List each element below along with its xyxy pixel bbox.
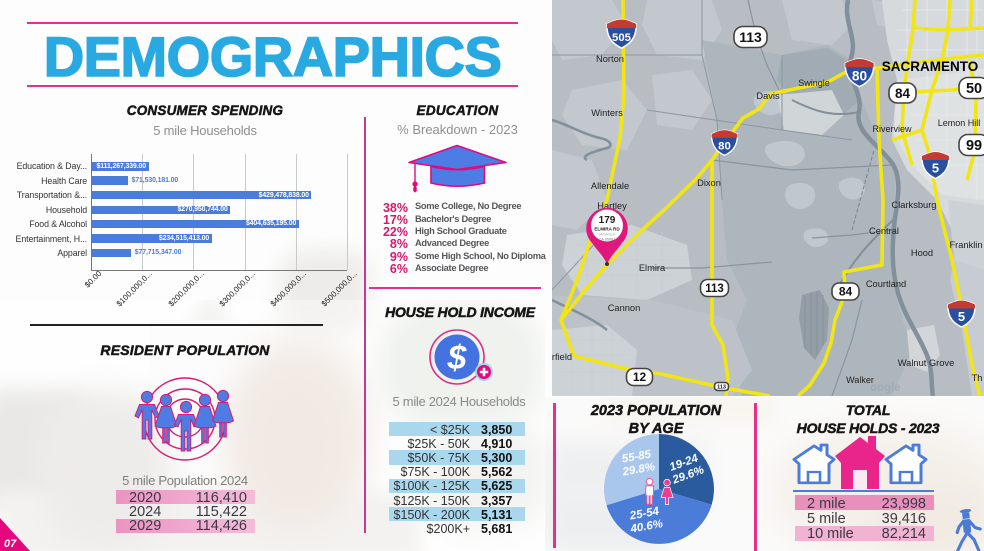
svg-text:80: 80 (718, 140, 731, 152)
svg-text:29.8%: 29.8% (621, 461, 656, 479)
svg-text:$: $ (447, 339, 468, 377)
svg-text:113: 113 (717, 385, 726, 391)
svg-text:Hartley: Hartley (597, 201, 627, 211)
svg-text:99: 99 (966, 138, 982, 154)
svg-text:Courtland: Courtland (866, 279, 906, 289)
svg-text:5: 5 (958, 309, 965, 324)
svg-text:113: 113 (705, 283, 724, 295)
svg-text:Walker: Walker (846, 375, 874, 385)
svg-text:Allendale: Allendale (591, 181, 629, 191)
svg-text:50: 50 (966, 81, 982, 97)
svg-text:80: 80 (852, 69, 868, 84)
svg-text:505: 505 (612, 32, 631, 44)
svg-text:Lemon Hill: Lemon Hill (938, 118, 981, 128)
svg-text:Winters: Winters (591, 108, 623, 118)
svg-text:40.6%: 40.6% (629, 518, 664, 536)
svg-text:55-85: 55-85 (621, 448, 653, 465)
svg-text:12: 12 (633, 370, 647, 384)
svg-text:oogle: oogle (870, 382, 901, 394)
svg-text:84: 84 (839, 285, 853, 299)
svg-text:84: 84 (895, 86, 911, 101)
svg-text:Hood: Hood (911, 248, 933, 258)
svg-text:Th: Th (972, 373, 983, 383)
svg-text:Norton: Norton (596, 54, 624, 64)
svg-text:5: 5 (932, 161, 939, 176)
svg-text:113: 113 (739, 29, 762, 45)
svg-text:VACAVILLE: VACAVILLE (599, 233, 616, 237)
svg-text:Riverview: Riverview (872, 124, 912, 134)
svg-text:Elmira: Elmira (639, 263, 666, 273)
svg-text:Walnut Grove: Walnut Grove (898, 358, 955, 368)
svg-text:Davis: Davis (756, 91, 780, 101)
svg-text:rfield: rfield (552, 352, 572, 362)
svg-text:Franklin: Franklin (949, 240, 982, 250)
svg-text:Cannon: Cannon (608, 303, 641, 313)
svg-text:ELMIRA RD: ELMIRA RD (594, 227, 620, 232)
svg-text:Swingle: Swingle (798, 78, 830, 88)
svg-text:Dixon: Dixon (697, 178, 721, 188)
svg-text:CA 95687: CA 95687 (599, 238, 616, 242)
svg-text:179: 179 (599, 215, 616, 226)
svg-text:SACRAMENTO: SACRAMENTO (882, 59, 979, 74)
svg-text:Clarksburg: Clarksburg (892, 200, 937, 210)
svg-text:25-54: 25-54 (628, 505, 661, 522)
svg-text:07: 07 (4, 538, 17, 550)
svg-text:Central: Central (869, 226, 899, 236)
